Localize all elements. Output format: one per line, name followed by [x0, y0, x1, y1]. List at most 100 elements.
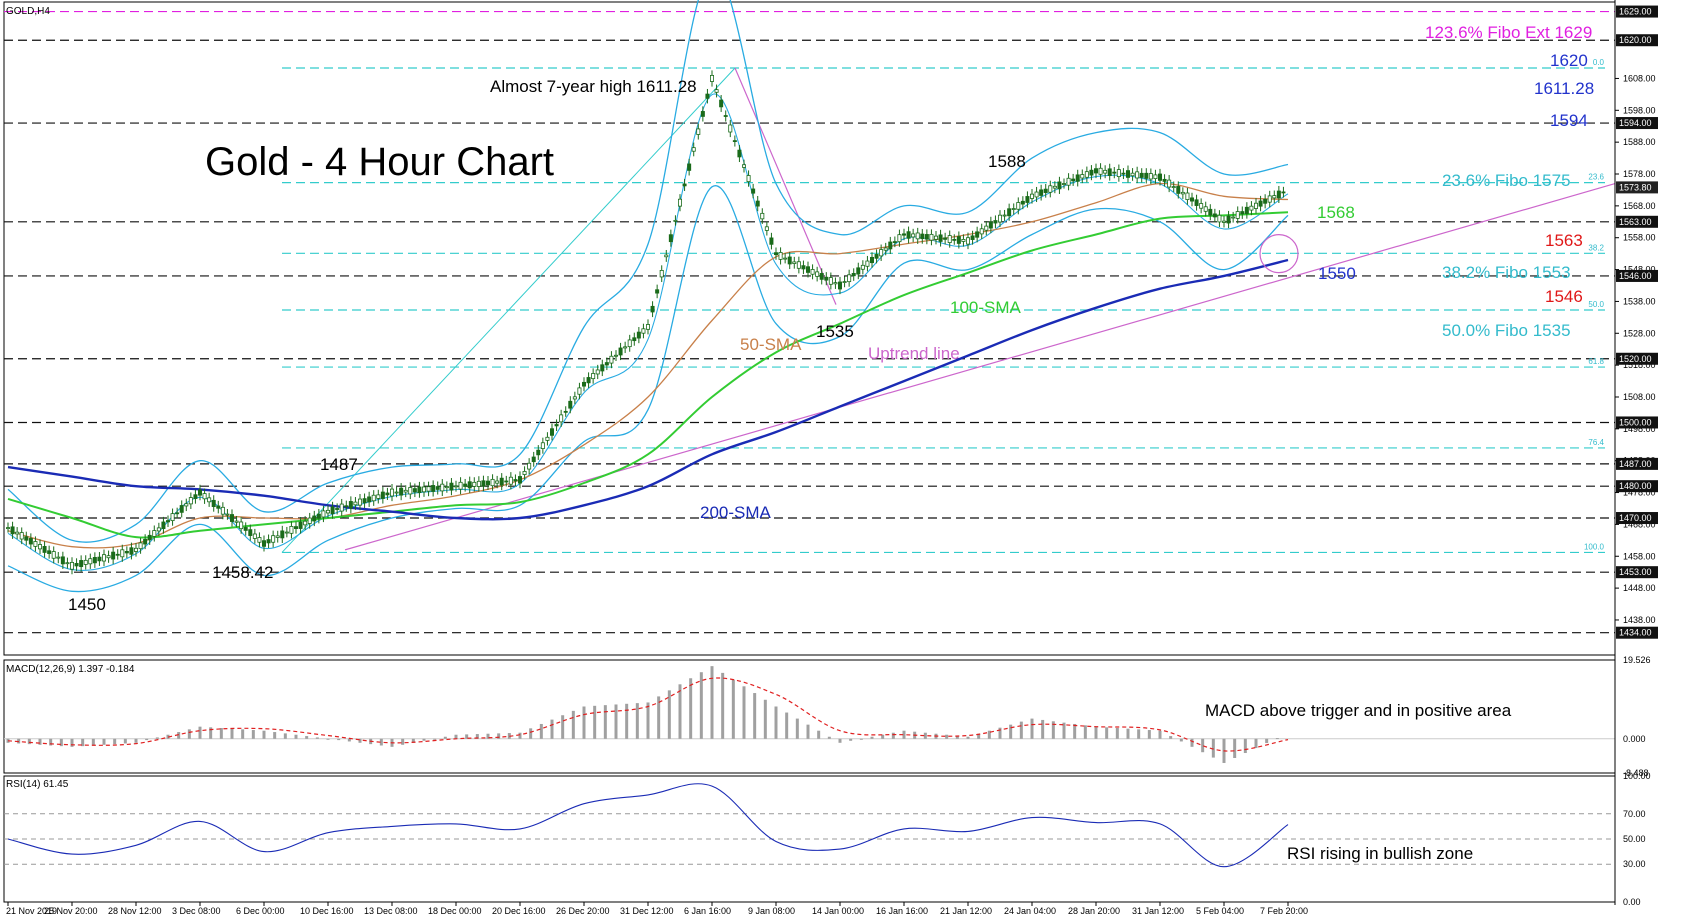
fibo-382-label: 38.2% Fibo 1553: [1442, 263, 1571, 282]
macd-histogram-bar: [849, 738, 853, 741]
macd-histogram-bar: [529, 728, 533, 739]
price-candle-body: [696, 128, 701, 135]
price-candle-body: [892, 241, 897, 243]
price-candle-body: [1235, 211, 1240, 219]
macd-histogram-bar: [6, 738, 10, 743]
price-level-tag: [1616, 269, 1658, 282]
price-candle-body: [88, 558, 93, 565]
level-1563-label: 1563: [1545, 231, 1583, 250]
macd-histogram-bar: [753, 693, 757, 739]
price-candle-body: [243, 527, 248, 531]
price-candle-body: [536, 449, 541, 456]
price-candle-body: [344, 505, 349, 508]
macd-histogram-bar: [731, 679, 735, 739]
price-candle-body: [60, 556, 65, 565]
price-candle-body: [504, 480, 509, 483]
price-candle-body: [778, 252, 783, 260]
price-tick-label: 1608.00: [1623, 73, 1656, 83]
price-tick-label: 1588.00: [1623, 137, 1656, 147]
price-candle-body: [481, 480, 486, 487]
price-level-tag-text: 1620.00: [1619, 35, 1652, 45]
price-candle-body: [156, 527, 161, 532]
price-candle-body: [518, 476, 523, 484]
price-candle-body: [115, 553, 120, 556]
price-candle-body: [998, 214, 1003, 223]
price-candle-body: [197, 489, 202, 496]
macd-histogram-bar: [817, 730, 821, 739]
price-candle-body: [1062, 183, 1067, 185]
fibo-level-tag: 50.0: [1588, 300, 1604, 309]
macd-histogram-bar: [241, 729, 245, 739]
price-candle-body: [1190, 197, 1195, 202]
price-candle-body: [248, 529, 253, 536]
price-candle-body: [1043, 188, 1048, 193]
price-candle-body: [1144, 172, 1149, 179]
price-candle-body: [1254, 202, 1259, 209]
macd-histogram-bar: [838, 738, 842, 743]
price-candle-body: [1226, 215, 1231, 224]
level-1450-label: 1450: [68, 595, 106, 614]
price-candle-body: [632, 337, 637, 342]
x-tick-label: 25 Nov 20:00: [44, 906, 98, 916]
price-candle-body: [961, 239, 966, 242]
price-candle-body: [70, 562, 75, 570]
price-tick-label: 1598.00: [1623, 105, 1656, 115]
price-candle-body: [188, 497, 193, 505]
price-level-tag: [1616, 626, 1658, 639]
price-candle-body: [298, 521, 303, 529]
price-level-tag: [1616, 457, 1658, 470]
macd-histogram-bar: [1126, 728, 1130, 739]
price-candle-body: [47, 550, 52, 554]
price-candle-body: [1089, 169, 1094, 176]
fibo-level-tag: 38.2: [1588, 243, 1604, 252]
macd-histogram-bar: [1137, 729, 1141, 739]
price-candle-body: [1116, 169, 1121, 178]
uptrend-line: [344, 182, 1616, 551]
price-candle-body: [325, 509, 330, 514]
macd-histogram-bar: [977, 733, 981, 739]
price-candle-body: [1112, 171, 1117, 174]
price-candle-body: [929, 233, 934, 241]
macd-histogram-bar: [486, 733, 490, 739]
price-candle-body: [806, 266, 811, 273]
price-candle-body: [33, 541, 38, 547]
price-candle-body: [1080, 174, 1085, 179]
price-candle-body: [444, 486, 449, 489]
price-candle-body: [975, 231, 980, 238]
x-tick-label: 20 Dec 16:00: [492, 906, 546, 916]
price-candle-body: [673, 219, 678, 222]
price-tick-label: 1448.00: [1623, 583, 1656, 593]
price-candle-body: [56, 556, 61, 559]
price-candle-body: [828, 277, 833, 285]
price-candle-body: [943, 237, 948, 240]
price-candle-body: [367, 496, 372, 503]
price-candle-body: [412, 488, 417, 493]
price-candle-body: [591, 373, 596, 380]
price-candle-body: [1199, 203, 1204, 209]
macd-histogram-bar: [123, 738, 127, 744]
rsi-tick-label: 100.00: [1623, 771, 1651, 781]
price-candle-body: [440, 483, 445, 492]
price-candle-body: [915, 232, 920, 240]
price-candle-body: [1167, 179, 1172, 188]
price-candle-body: [38, 544, 43, 550]
price-candle-body: [550, 428, 555, 436]
price-candle-body: [1158, 173, 1163, 181]
price-candle-body: [111, 551, 116, 560]
price-candle-body: [572, 396, 577, 400]
level-1550-label: 1550: [1318, 264, 1356, 283]
macd-histogram-bar: [1243, 738, 1247, 754]
price-candle-body: [417, 486, 422, 494]
price-candle-body: [723, 115, 728, 117]
x-tick-label: 13 Dec 08:00: [364, 906, 418, 916]
price-level-tag-text: 1563.00: [1619, 217, 1652, 227]
price-candle-body: [92, 557, 97, 564]
x-tick-label: 31 Dec 12:00: [620, 906, 674, 916]
price-candle-body: [710, 75, 715, 82]
macd-histogram-bar: [166, 734, 170, 739]
price-candle-body: [522, 471, 527, 475]
price-level-tag: [1616, 566, 1658, 579]
price-candle-body: [426, 486, 431, 492]
price-candle-body: [362, 498, 367, 504]
price-candle-body: [687, 163, 692, 171]
